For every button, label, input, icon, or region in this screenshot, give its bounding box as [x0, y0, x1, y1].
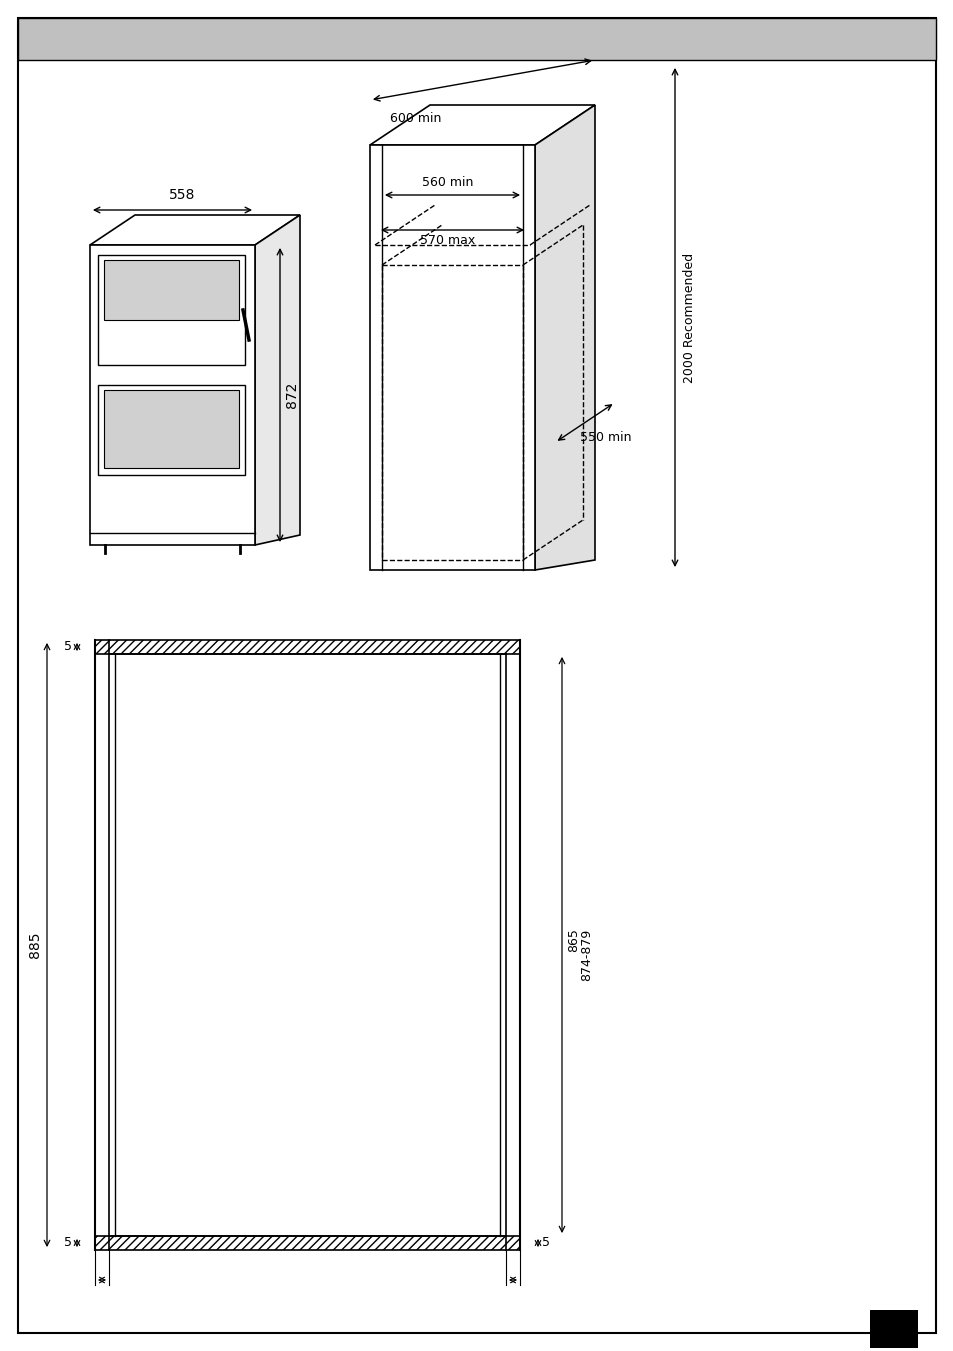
- Text: 885: 885: [28, 932, 42, 958]
- Bar: [98, 385, 245, 476]
- Text: 865: 865: [566, 928, 579, 952]
- Text: 5: 5: [64, 1236, 71, 1250]
- Polygon shape: [90, 245, 254, 544]
- Polygon shape: [370, 105, 595, 145]
- Text: 600 min: 600 min: [390, 112, 441, 126]
- Text: 558: 558: [169, 188, 195, 203]
- Text: 560 min: 560 min: [421, 176, 473, 189]
- Text: 872: 872: [285, 382, 298, 408]
- Bar: [18, 18, 935, 59]
- Text: 5: 5: [64, 640, 71, 654]
- Bar: [104, 259, 239, 320]
- Text: 874-879: 874-879: [579, 929, 593, 981]
- Bar: [104, 390, 239, 467]
- Polygon shape: [370, 145, 535, 570]
- Text: 550 min: 550 min: [579, 431, 631, 444]
- Bar: [98, 255, 245, 365]
- Bar: [95, 1236, 519, 1250]
- Polygon shape: [535, 105, 595, 570]
- Polygon shape: [90, 215, 299, 245]
- Text: 2000 Recommended: 2000 Recommended: [682, 253, 696, 382]
- Text: 570 max: 570 max: [419, 234, 475, 247]
- Polygon shape: [254, 215, 299, 544]
- Bar: [95, 640, 519, 654]
- Text: 5: 5: [541, 1236, 550, 1250]
- Bar: [869, 1310, 917, 1348]
